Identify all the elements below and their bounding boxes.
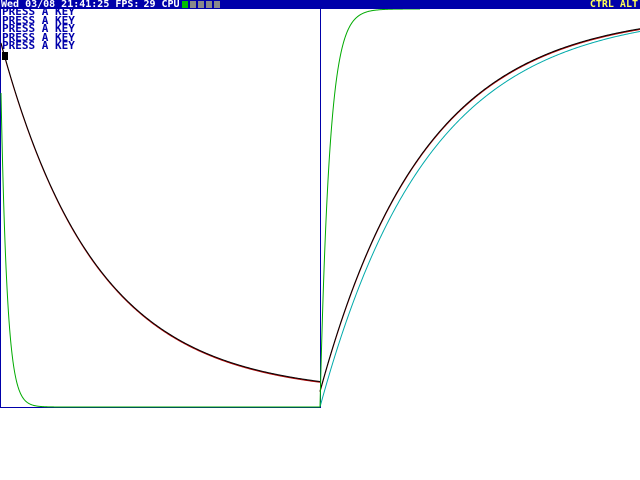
fps-label: FPS: [115, 0, 140, 9]
console-line: PRESS A KEY [2, 5, 75, 18]
console-line: PRESS A KEY [2, 39, 75, 52]
console-line: PRESS A KEY [2, 30, 75, 44]
curves-group [0, 8, 640, 408]
rise-slow-red-curve [319, 29, 640, 393]
rise-slow-cyan-curve [319, 30, 640, 408]
cpu-meter [181, 1, 220, 8]
status-day: Wed [1, 0, 20, 9]
plot-frame [0, 9, 321, 408]
console-line: PRESS A KEY [2, 22, 75, 35]
decay-fast-green-curve [0, 92, 320, 408]
cpu-meter-cell [213, 1, 220, 8]
status-modifiers: CTRL ALT [589, 0, 638, 9]
decay-slow-black-curve [0, 42, 321, 382]
rise-slow-black-curve [319, 28, 640, 392]
fps-value: 29 [143, 0, 156, 9]
status-time: 21:41:25 [61, 0, 110, 9]
cpu-meter-cell [189, 1, 196, 8]
cpu-meter-cell [181, 1, 188, 8]
cpu-meter-cell [197, 1, 204, 8]
cpu-label: CPU [161, 0, 180, 9]
rise-fast-green-curve [319, 8, 420, 408]
status-left: Wed 03/08 21:41:25 FPS: 29 CPU [1, 0, 220, 9]
console-output: PRESS A KEY PRESS A KEY PRESS A KEY PRES… [2, 5, 75, 60]
cpu-meter-cell [205, 1, 212, 8]
text-cursor [2, 51, 8, 60]
status-bar: Wed 03/08 21:41:25 FPS: 29 CPU CTRL ALT [0, 0, 640, 9]
decay-slow-red-curve [0, 43, 321, 383]
status-date: 03/08 [25, 0, 56, 9]
console-line: PRESS A KEY [2, 13, 75, 27]
